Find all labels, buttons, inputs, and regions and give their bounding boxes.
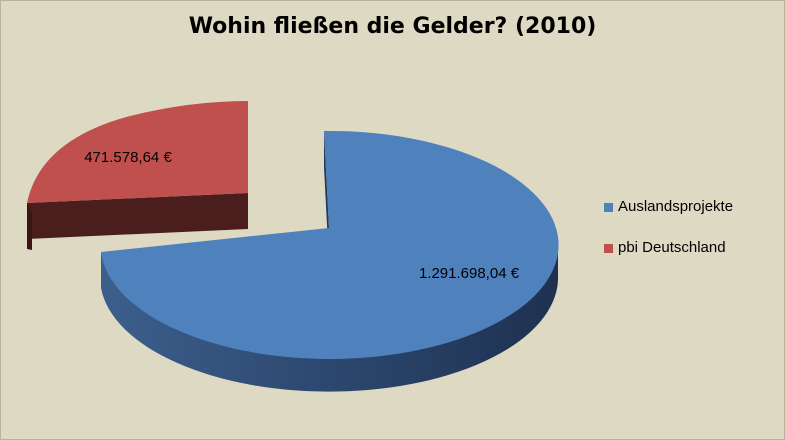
legend-swatch-auslandsprojekte: [604, 203, 613, 212]
slice-auslandsprojekte-side: [101, 244, 558, 392]
chart-title: Wohin fließen die Gelder? (2010): [188, 14, 597, 39]
legend-label-auslandsprojekte: Auslandsprojekte: [618, 198, 734, 215]
data-label-auslandsprojekte: 1.291.698,04 €: [419, 265, 520, 282]
slice-auslandsprojekte-top: [101, 130, 559, 359]
slice-pbi-deutschland-top: [27, 101, 248, 203]
slice-auslandsprojekte: [101, 130, 559, 392]
slice-pbi-deutschland-front: [27, 193, 248, 239]
slice-pbi-deutschland-side: [27, 203, 32, 250]
legend-label-pbi-deutschland: pbi Deutschland: [618, 239, 726, 256]
data-label-pbi-deutschland: 471.578,64 €: [84, 149, 172, 166]
legend-swatch-pbi-deutschland: [604, 244, 613, 253]
slice-pbi-deutschland: [27, 101, 248, 250]
